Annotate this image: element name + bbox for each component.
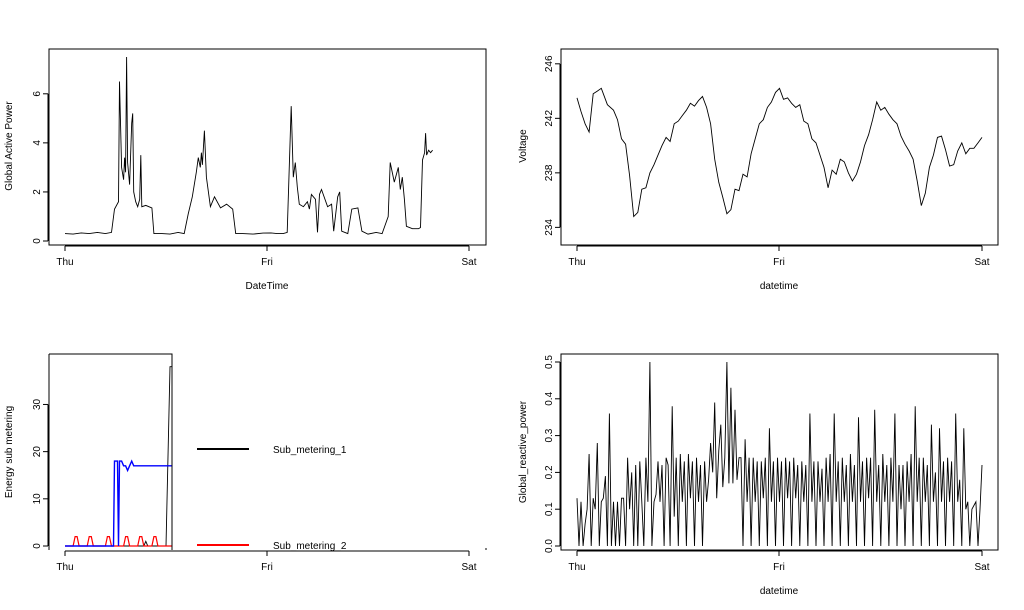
chart-panel-4: Thu Fri Sat 0.0 0.1 0.2 0.3 0.4 0.5 Global_reacti… [518, 353, 999, 597]
y-tick-label: 0.5 [544, 355, 555, 369]
series-line-sub_metering_1 [65, 366, 172, 547]
y-tick-label: 4 [32, 140, 43, 146]
x-tick-label: Fri [773, 257, 785, 268]
x-tick-label: Sat [974, 257, 989, 268]
x-tick-label: Thu [568, 562, 585, 573]
y-tick-label: 0 [32, 543, 43, 549]
y-tick-label: 0.1 [544, 502, 555, 516]
y-axis-label: Voltage [518, 129, 529, 163]
x-axis-label: DateTime [246, 281, 289, 292]
y-axis-label: Global Active Power [4, 101, 15, 191]
series-line-1-1 [64, 56, 433, 235]
series-line-sub_metering_2 [65, 536, 172, 547]
chart-panel-2: Thu Fri Sat 234 238 242 246 Voltage datetime [518, 48, 999, 292]
y-tick-label: 20 [32, 446, 43, 458]
y-tick-label: 6 [32, 91, 43, 97]
chart-panel-1: Thu Fri Sat 0 2 4 6 Global Active Power DateTime [4, 48, 487, 292]
y-tick-label: 0.3 [544, 428, 555, 442]
x-tick-label: Sat [461, 562, 476, 573]
x-tick-label: Sat [974, 562, 989, 573]
legend-label: Sub_metering_1 [273, 445, 347, 456]
y-axis-label: Energy sub metering [4, 406, 15, 498]
y-tick-label: 0 [32, 238, 43, 244]
series-line-4-1 [576, 361, 983, 547]
y-tick-label: 238 [544, 164, 555, 181]
plot-frame [48, 48, 487, 246]
x-axis-label: datetime [760, 586, 799, 597]
y-axis-label: Global_reactive_power [518, 400, 529, 503]
y-tick-label: 30 [32, 398, 43, 410]
plot-frame [560, 353, 999, 551]
plot-frame [560, 48, 999, 246]
y-tick-label: 242 [544, 110, 555, 127]
x-tick-label: Sat [461, 257, 476, 268]
y-tick-label: 0.2 [544, 465, 555, 479]
y-tick-label: 246 [544, 55, 555, 72]
x-tick-label: Thu [56, 562, 73, 573]
y-tick-label: 234 [544, 219, 555, 236]
series-line-2-1 [576, 87, 983, 218]
y-tick-label: 0.0 [544, 539, 555, 553]
x-tick-label: Fri [773, 562, 785, 573]
x-tick-label: Fri [261, 562, 273, 573]
x-tick-label: Thu [568, 257, 585, 268]
x-axis-label: datetime [760, 281, 799, 292]
legend-label: Sub_metering_2 [273, 541, 347, 552]
x-tick-label: Thu [56, 257, 73, 268]
plot-frame [49, 353, 173, 550]
y-tick-label: 2 [32, 189, 43, 195]
x-tick-label: Fri [261, 257, 273, 268]
y-tick-label: 10 [32, 493, 43, 505]
series-line-sub_metering_3 [65, 459, 172, 547]
chart-panel-3: Thu Fri Sat 0 10 20 30 Energy sub metering Sub_m… [4, 353, 487, 573]
y-tick-label: 0.4 [544, 391, 555, 405]
